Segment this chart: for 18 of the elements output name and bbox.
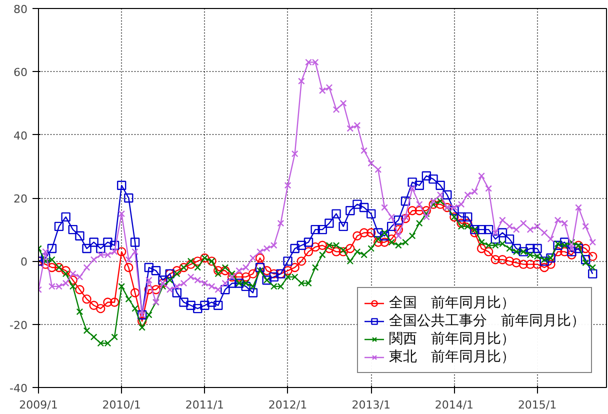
x-tick-label: 2015/1 xyxy=(518,398,557,412)
x-tick-label: 2014/1 xyxy=(434,398,474,412)
y-tick-label: -20 xyxy=(10,318,28,332)
y-tick-label: 20 xyxy=(14,192,28,206)
x-tick-label: 2013/1 xyxy=(352,398,390,412)
y-tick-label: -40 xyxy=(10,382,28,395)
legend-label: 全国公共工事分 前年同月比） xyxy=(389,312,585,330)
x-tick-label: 2010/1 xyxy=(102,398,141,412)
legend-label: 全国 前年同月比） xyxy=(389,294,515,312)
x-tick-label: 2011/1 xyxy=(185,398,224,412)
y-tick-label: 40 xyxy=(14,129,28,142)
y-tick-label: 60 xyxy=(14,66,28,80)
x-tick-label: 2012/1 xyxy=(268,398,308,412)
legend-label: 東北 前年同月比） xyxy=(389,348,515,366)
y-tick-label: 0 xyxy=(20,256,28,269)
x-tick-label: 2009/1 xyxy=(19,398,58,412)
y-tick-label: 80 xyxy=(14,3,28,16)
legend-label: 関西 前年同月比） xyxy=(389,330,515,348)
